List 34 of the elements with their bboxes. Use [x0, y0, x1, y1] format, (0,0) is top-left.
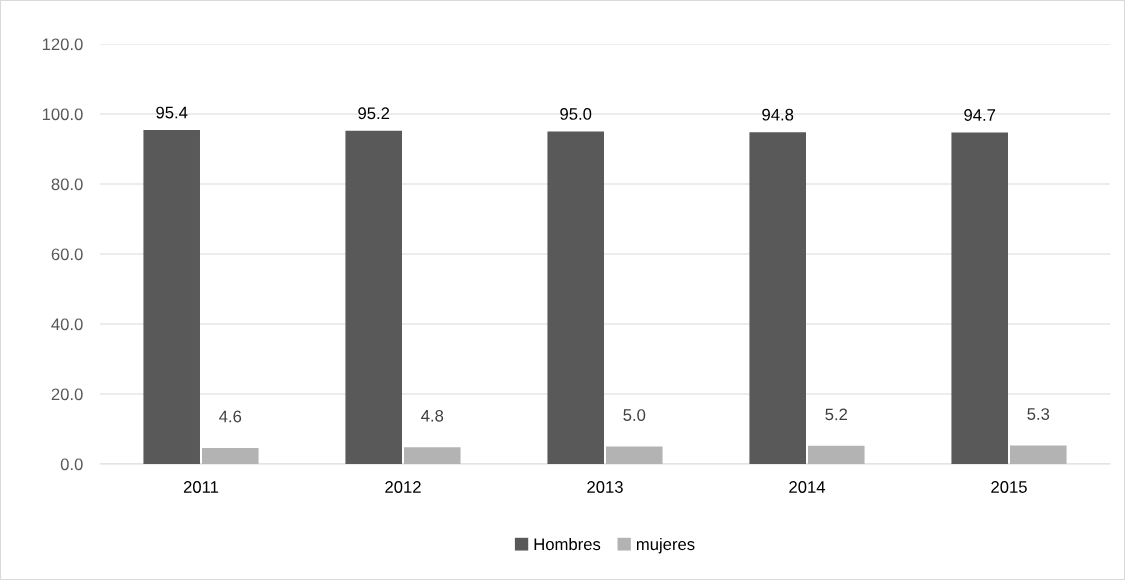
- y-tick-label: 80.0: [51, 178, 83, 191]
- bar: [749, 132, 806, 464]
- bar: [606, 446, 663, 464]
- bar: [143, 130, 200, 464]
- y-tick-label: 40.0: [51, 318, 83, 331]
- data-label: 4.8: [421, 409, 444, 422]
- y-tick-label: 120.0: [42, 38, 83, 51]
- data-label: 94.8: [762, 108, 794, 121]
- data-label: 5.3: [1027, 408, 1050, 420]
- x-tick-label: 2015: [991, 481, 1027, 493]
- data-label: 95.0: [560, 108, 592, 120]
- x-tick-label: 2012: [385, 481, 421, 493]
- x-tick-label: 2014: [789, 481, 826, 493]
- bar: [808, 445, 865, 464]
- data-label: 94.7: [964, 109, 996, 121]
- bar: [951, 132, 1008, 464]
- data-label: 5.0: [623, 409, 646, 421]
- bar: [1010, 445, 1067, 464]
- data-label: 4.6: [219, 410, 242, 423]
- y-tick-label: 0.0: [60, 458, 83, 471]
- bar: [345, 130, 402, 464]
- x-tick-label: 2011: [183, 481, 219, 493]
- x-tick-label: 2013: [587, 481, 623, 493]
- data-label: 5.2: [825, 408, 848, 421]
- y-tick-label: 20.0: [51, 388, 83, 401]
- data-label: 95.2: [358, 107, 390, 120]
- legend-label: mujeres: [636, 537, 695, 554]
- bar: [202, 447, 259, 464]
- y-tick-label: 100.0: [42, 108, 83, 121]
- data-label: 95.4: [156, 106, 188, 119]
- bar: [404, 447, 461, 464]
- legend-label: Hombres: [534, 537, 601, 551]
- y-tick-label: 60.0: [51, 248, 83, 261]
- bar: [547, 131, 604, 464]
